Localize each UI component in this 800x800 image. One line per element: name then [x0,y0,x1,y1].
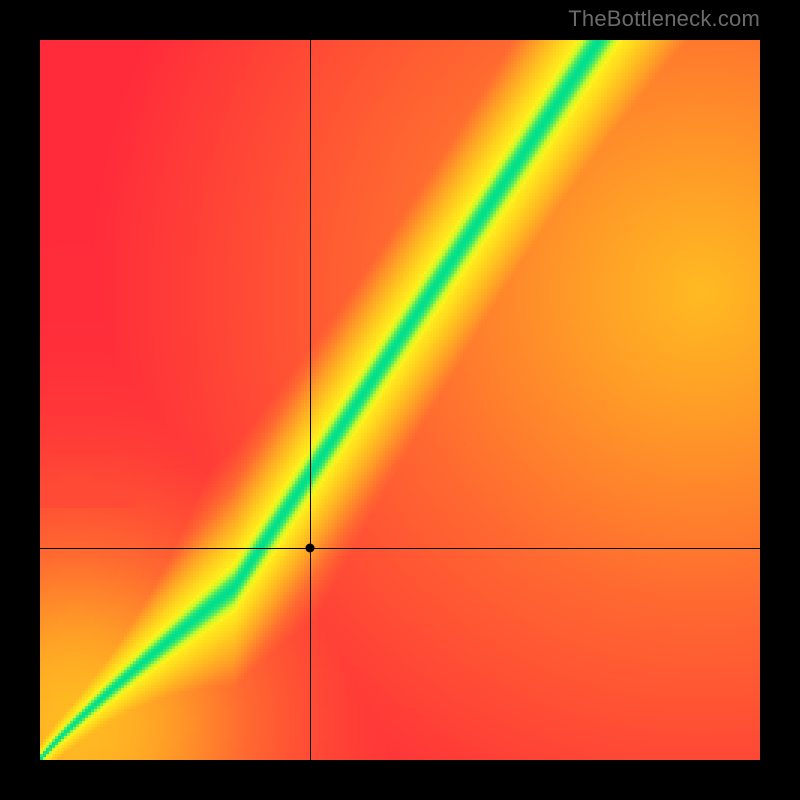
chart-container: TheBottleneck.com [0,0,800,800]
heatmap-canvas [40,40,760,760]
watermark-text: TheBottleneck.com [568,6,760,32]
heatmap-plot [40,40,760,760]
crosshair-vertical [310,40,311,760]
marker-dot [306,543,315,552]
crosshair-horizontal [40,548,760,549]
